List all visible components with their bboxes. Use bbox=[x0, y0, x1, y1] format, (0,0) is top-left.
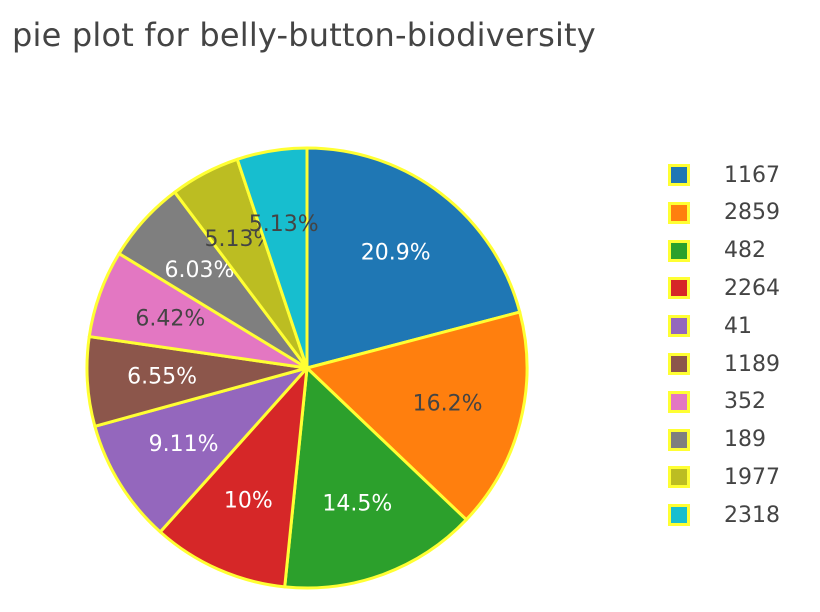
pie-slice-2264[interactable] bbox=[158, 366, 309, 589]
legend-item-352[interactable]: 352 bbox=[668, 387, 766, 417]
legend-item-2264[interactable]: 2264 bbox=[668, 273, 780, 303]
legend-item-2318[interactable]: 2318 bbox=[668, 500, 780, 530]
legend-label: 2264 bbox=[724, 275, 780, 301]
pie-slice-41[interactable] bbox=[93, 366, 309, 534]
slice-label-352: 6.42% bbox=[135, 306, 205, 331]
legend-swatch bbox=[668, 390, 690, 413]
slice-label-2264: 10% bbox=[224, 488, 273, 513]
pie-slice-2318[interactable] bbox=[235, 146, 309, 370]
legend-label: 1977 bbox=[724, 464, 780, 490]
legend-swatch bbox=[668, 239, 690, 262]
legend-swatch bbox=[668, 428, 690, 451]
legend-swatch bbox=[668, 315, 690, 338]
legend-item-1977[interactable]: 1977 bbox=[668, 462, 780, 492]
legend-swatch bbox=[668, 466, 690, 489]
legend-item-2859[interactable]: 2859 bbox=[668, 198, 780, 228]
slice-label-1189: 6.55% bbox=[127, 365, 197, 390]
slice-label-482: 14.5% bbox=[322, 492, 392, 517]
legend-label: 2859 bbox=[724, 200, 780, 226]
pie-slice-2859[interactable] bbox=[305, 310, 529, 522]
slice-label-2318: 5.13% bbox=[249, 212, 319, 237]
legend-item-189[interactable]: 189 bbox=[668, 425, 766, 455]
pie-slice-482[interactable] bbox=[283, 366, 468, 590]
legend-swatch bbox=[668, 277, 690, 300]
legend-label: 352 bbox=[724, 389, 766, 415]
legend-label: 1189 bbox=[724, 351, 780, 377]
legend-label: 1167 bbox=[724, 162, 780, 188]
legend-label: 482 bbox=[724, 238, 766, 264]
slice-label-1167: 20.9% bbox=[361, 241, 431, 266]
slice-label-41: 9.11% bbox=[149, 432, 219, 457]
legend-swatch bbox=[668, 504, 690, 527]
legend-label: 2318 bbox=[724, 502, 780, 528]
slice-label-2859: 16.2% bbox=[413, 392, 483, 417]
legend-item-482[interactable]: 482 bbox=[668, 236, 766, 266]
pie-slice-1167[interactable] bbox=[305, 146, 522, 370]
legend-item-1189[interactable]: 1189 bbox=[668, 349, 780, 379]
legend-item-41[interactable]: 41 bbox=[668, 311, 752, 341]
legend-swatch bbox=[668, 201, 690, 224]
legend-item-1167[interactable]: 1167 bbox=[668, 160, 780, 190]
chart-title: pie plot for belly-button-biodiversity bbox=[12, 16, 596, 54]
slice-label-189: 6.03% bbox=[164, 258, 234, 283]
legend-swatch bbox=[668, 164, 690, 186]
legend-label: 189 bbox=[724, 427, 766, 453]
legend-swatch bbox=[668, 353, 690, 375]
legend-label: 41 bbox=[724, 313, 752, 339]
